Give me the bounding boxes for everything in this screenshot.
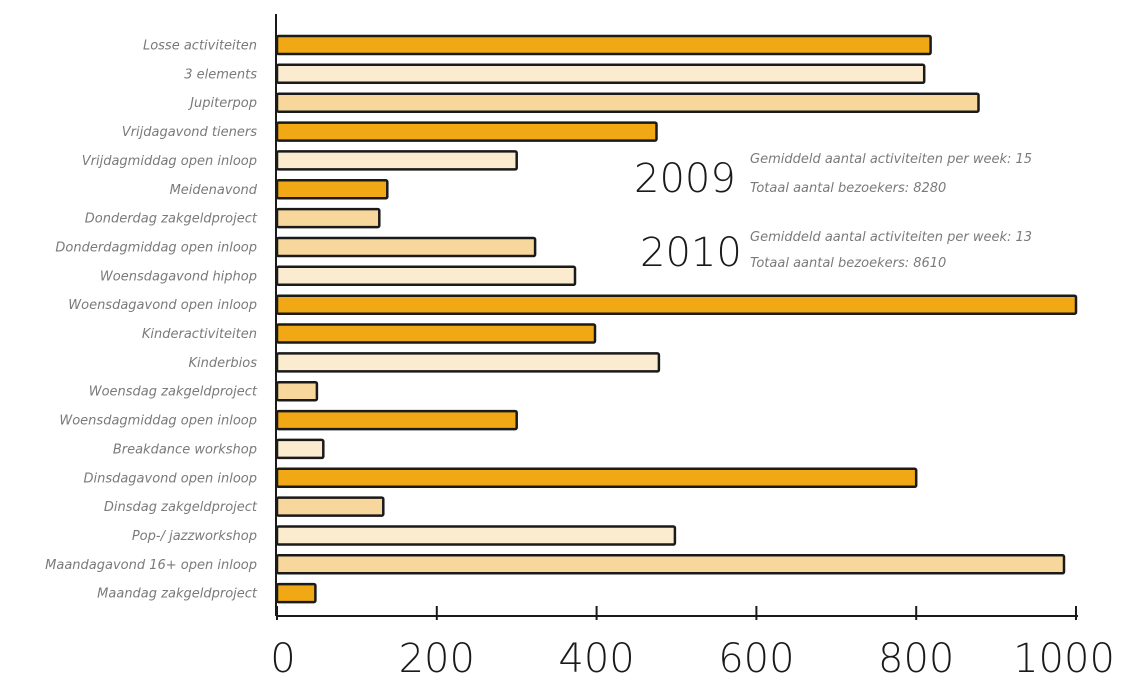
category-label-1: 3 elements bbox=[184, 67, 257, 82]
category-label-19: Maandag zakgeldproject bbox=[97, 587, 258, 602]
category-label-3: Vrijdagavond tieners bbox=[122, 125, 257, 140]
bar-6 bbox=[275, 207, 381, 229]
bar-8 bbox=[275, 265, 577, 287]
category-label-11: Kinderbios bbox=[188, 356, 257, 371]
annotation-2009: 2009 Gemiddeld aantal activiteiten per w… bbox=[634, 152, 1032, 202]
annotation-2010: 2010 Gemiddeld aantal activiteiten per w… bbox=[640, 230, 1032, 276]
annotation-2010-line2: Totaal aantal bezoekers: 8610 bbox=[750, 256, 946, 271]
bar-5 bbox=[275, 179, 389, 200]
category-label-15: Dinsdagavond open inloop bbox=[83, 471, 257, 486]
bar-2 bbox=[275, 92, 980, 113]
category-label-7: Donderdagmiddag open inloop bbox=[55, 241, 257, 256]
bar-9 bbox=[275, 294, 1078, 315]
bar-17 bbox=[275, 525, 677, 546]
axes bbox=[275, 14, 1078, 617]
x-tick-label-2: 400 bbox=[558, 636, 634, 682]
category-label-18: Maandagavond 16+ open inloop bbox=[45, 558, 257, 573]
bar-3 bbox=[275, 121, 658, 142]
category-label-5: Meidenavond bbox=[170, 183, 258, 198]
annotation-2009-line1: Gemiddeld aantal activiteiten per week: … bbox=[750, 152, 1032, 167]
bar-12 bbox=[275, 380, 319, 402]
bar-7 bbox=[275, 236, 537, 258]
category-label-8: Woensdagavond hiphop bbox=[100, 269, 257, 284]
category-label-10: Kinderactiviteiten bbox=[142, 327, 257, 342]
bar-18 bbox=[275, 554, 1066, 575]
category-label-16: Dinsdag zakgeldproject bbox=[104, 500, 258, 515]
bar-1 bbox=[275, 63, 926, 85]
x-tick-label-1: 200 bbox=[399, 636, 475, 682]
category-label-2: Jupiterpop bbox=[187, 96, 257, 111]
x-tick-label-0: 0 bbox=[270, 636, 295, 682]
x-ticks: 0 200 400 600 800 1000 bbox=[270, 606, 1115, 682]
category-labels: Losse activiteiten 3 elements Jupiterpop Vr… bbox=[45, 39, 258, 602]
bar-16 bbox=[275, 496, 385, 517]
bar-11 bbox=[275, 352, 661, 373]
category-label-4: Vrijdagmiddag open inloop bbox=[82, 154, 257, 169]
category-label-0: Losse activiteiten bbox=[143, 39, 257, 54]
x-tick-label-3: 600 bbox=[718, 636, 794, 682]
bar-14 bbox=[275, 438, 325, 460]
bar-0 bbox=[275, 34, 932, 56]
bars bbox=[275, 34, 1078, 604]
annotation-2009-line2: Totaal aantal bezoekers: 8280 bbox=[750, 181, 946, 196]
bar-10 bbox=[275, 323, 597, 344]
annotations: 2009 Gemiddeld aantal activiteiten per w… bbox=[634, 152, 1032, 276]
category-label-13: Woensdagmiddag open inloop bbox=[59, 414, 257, 429]
category-label-17: Pop-/ jazzworkshop bbox=[132, 529, 257, 544]
bar-15 bbox=[275, 467, 918, 489]
bar-13 bbox=[275, 409, 518, 431]
category-label-6: Donderdag zakgeldproject bbox=[85, 212, 258, 227]
bar-4 bbox=[275, 150, 518, 171]
annotation-year-2010: 2010 bbox=[640, 230, 742, 276]
bar-19 bbox=[275, 582, 317, 604]
annotation-2010-line1: Gemiddeld aantal activiteiten per week: … bbox=[750, 230, 1032, 245]
category-label-14: Breakdance workshop bbox=[113, 442, 257, 457]
category-label-9: Woensdagavond open inloop bbox=[68, 298, 257, 313]
x-tick-label-5: 1000 bbox=[1013, 636, 1115, 682]
annotation-year-2009: 2009 bbox=[634, 156, 736, 202]
category-label-12: Woensdag zakgeldproject bbox=[89, 385, 258, 400]
x-tick-label-4: 800 bbox=[878, 636, 954, 682]
